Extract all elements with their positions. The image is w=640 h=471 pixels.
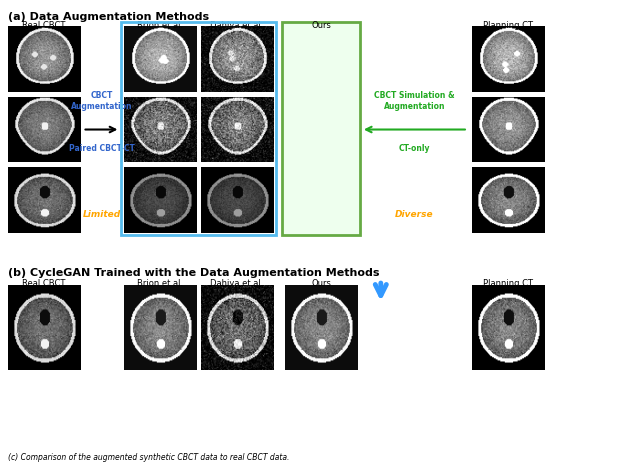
Text: Brion et al.: Brion et al. (137, 21, 184, 30)
Text: Brion et al.: Brion et al. (137, 279, 184, 288)
Text: (c) Comparison of the augmented synthetic CBCT data to real CBCT data.: (c) Comparison of the augmented syntheti… (8, 453, 289, 462)
Text: Dahiya et al.: Dahiya et al. (211, 279, 264, 288)
Text: Planning CT: Planning CT (483, 279, 533, 288)
Text: Limited: Limited (83, 210, 121, 219)
Text: CBCT Simulation &
Augmentation: CBCT Simulation & Augmentation (374, 90, 454, 111)
Text: CBCT
Augmentation: CBCT Augmentation (71, 90, 133, 111)
Text: Diverse: Diverse (395, 210, 434, 219)
Text: (a) Data Augmentation Methods: (a) Data Augmentation Methods (8, 12, 209, 22)
Text: Paired CBCT-CT: Paired CBCT-CT (69, 144, 135, 153)
Text: Ours: Ours (311, 21, 331, 30)
Text: (b) CycleGAN Trained with the Data Augmentation Methods: (b) CycleGAN Trained with the Data Augme… (8, 268, 379, 278)
Text: Planning CT: Planning CT (483, 21, 533, 30)
Text: Ours: Ours (311, 279, 331, 288)
Text: Dahiya et al.: Dahiya et al. (211, 21, 264, 30)
Text: CT-only: CT-only (399, 144, 430, 153)
Text: Real CBCT: Real CBCT (22, 21, 65, 30)
Text: Real CBCT: Real CBCT (22, 279, 65, 288)
